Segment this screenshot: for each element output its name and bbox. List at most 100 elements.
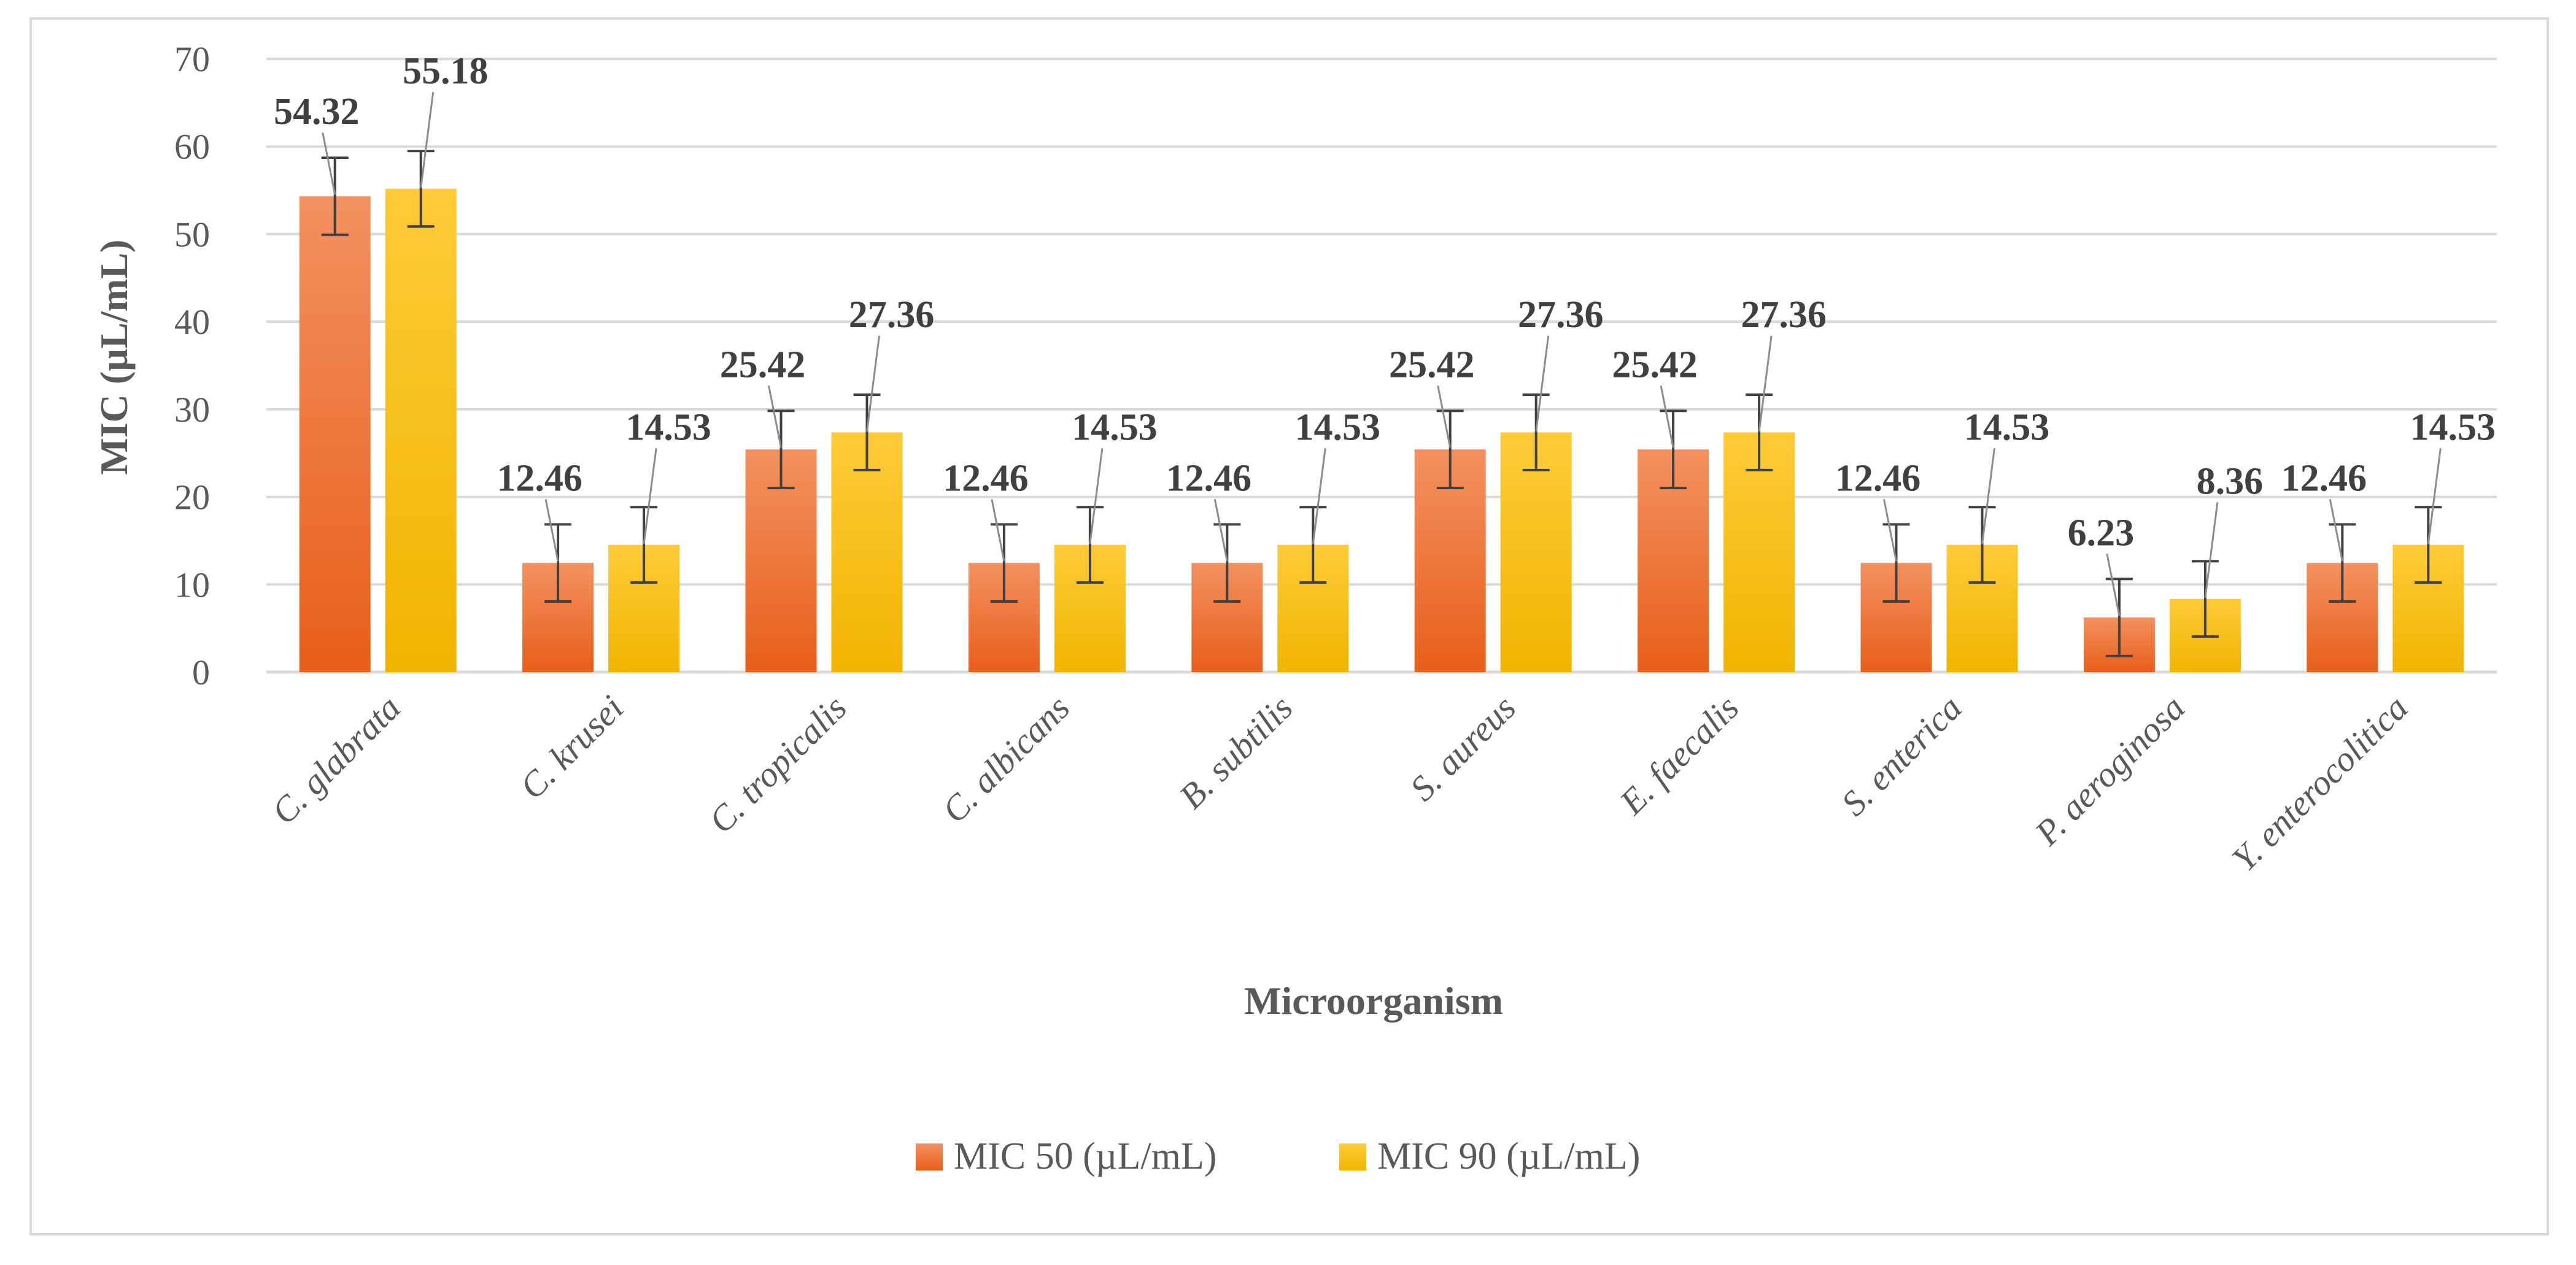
error-bar xyxy=(1522,393,1550,471)
leader-line xyxy=(2329,499,2343,562)
data-label: 14.53 xyxy=(1072,406,1158,448)
bars xyxy=(299,188,2464,672)
data-label: 27.36 xyxy=(1518,294,1604,336)
error-bars xyxy=(321,150,2442,657)
y-tick-label: 40 xyxy=(174,302,210,342)
error-bar xyxy=(2329,523,2356,603)
leader-line xyxy=(1981,448,1995,544)
x-tick-label: S. aureus xyxy=(1402,687,1523,808)
error-bar xyxy=(2415,506,2442,584)
leader-line xyxy=(1883,499,1897,562)
error-bar xyxy=(1076,506,1104,584)
error-bar xyxy=(1213,523,1241,603)
y-axis-ticks: 0 10 20 30 40 50 60 70 xyxy=(174,39,210,692)
leader-line xyxy=(866,335,880,432)
data-label: 14.53 xyxy=(1295,406,1381,448)
x-tick-label: C. glabrata xyxy=(264,687,408,832)
data-label: 12.46 xyxy=(497,457,582,499)
data-label: 27.36 xyxy=(1741,294,1827,336)
y-tick-label: 20 xyxy=(174,478,210,517)
leader-line xyxy=(643,448,657,544)
x-tick-label: C. krusei xyxy=(512,687,631,807)
y-tick-label: 60 xyxy=(174,127,210,167)
leader-line xyxy=(991,499,1005,562)
y-tick-label: 0 xyxy=(192,652,210,692)
x-tick-label: S. enterica xyxy=(1833,687,1969,823)
error-bar xyxy=(321,156,349,236)
leader-line xyxy=(1312,448,1326,544)
error-bar xyxy=(407,150,435,228)
leader-line xyxy=(420,91,435,188)
y-tick-label: 50 xyxy=(174,214,210,254)
error-bar xyxy=(1882,523,1910,603)
x-tick-label: C. albicans xyxy=(934,687,1077,830)
legend: MIC 50 (µL/mL) MIC 90 (µL/mL) xyxy=(916,1135,1640,1177)
leader-line xyxy=(1660,385,1674,448)
bar-mic90 xyxy=(1723,432,1795,672)
legend-item: MIC 50 (µL/mL) xyxy=(916,1135,1216,1177)
error-bar xyxy=(1968,506,1996,584)
data-label: 27.36 xyxy=(849,294,935,336)
data-label: 25.42 xyxy=(1612,344,1698,385)
leader-line xyxy=(1758,335,1773,432)
leader-line xyxy=(1089,448,1104,544)
error-bar xyxy=(2191,560,2219,638)
bar-mic90 xyxy=(385,188,457,672)
x-tick-label: B. subtilis xyxy=(1171,687,1300,816)
data-label: 14.53 xyxy=(2410,406,2496,448)
chart-frame: 0 10 20 30 40 50 60 70 54.32 55.18 12.46 14.53 25.4… xyxy=(29,17,2549,1236)
leader-line xyxy=(1437,385,1452,448)
data-label: 12.46 xyxy=(1166,457,1252,499)
y-tick-label: 70 xyxy=(174,39,210,79)
x-tick-label: E. faecalis xyxy=(1611,687,1746,822)
error-bar xyxy=(1436,409,1464,490)
data-label: 54.32 xyxy=(274,91,360,133)
error-bar xyxy=(2105,578,2133,657)
data-label: 14.53 xyxy=(625,406,711,448)
x-axis-title: Microorganism xyxy=(1244,979,1503,1023)
data-label: 12.46 xyxy=(2281,457,2367,499)
bar-mic50 xyxy=(299,196,371,672)
legend-label: MIC 90 (µL/mL) xyxy=(1377,1135,1640,1177)
data-label: 25.42 xyxy=(1389,344,1475,385)
legend-item: MIC 90 (µL/mL) xyxy=(1339,1135,1640,1177)
legend-label: MIC 50 (µL/mL) xyxy=(954,1135,1216,1177)
leader-line xyxy=(2427,448,2442,544)
x-tick-label: Y. enterocolitica xyxy=(2224,687,2416,879)
bar-mic90 xyxy=(831,432,903,672)
legend-swatch xyxy=(1339,1143,1366,1170)
y-tick-label: 30 xyxy=(174,390,210,430)
data-label: 12.46 xyxy=(943,457,1029,499)
leader-line xyxy=(2106,554,2121,616)
y-axis-title: MIC (µL/mL) xyxy=(92,239,136,475)
leader-line xyxy=(1213,499,1228,562)
data-labels: 54.3255.1812.4614.5325.4227.3612.4614.53… xyxy=(274,50,2496,616)
leader-line xyxy=(322,132,336,195)
leader-line xyxy=(544,499,559,562)
data-label: 6.23 xyxy=(2068,512,2135,554)
bar-mic90 xyxy=(1500,432,1572,672)
error-bar xyxy=(630,506,658,584)
data-label: 8.36 xyxy=(2197,460,2264,502)
data-label: 55.18 xyxy=(403,50,489,92)
error-bar xyxy=(1746,393,1773,471)
x-tick-label: C. tropicalis xyxy=(701,687,854,841)
y-tick-label: 10 xyxy=(174,565,210,605)
error-bar xyxy=(1660,409,1687,490)
legend-swatch xyxy=(916,1143,943,1170)
x-tick-label: P. aeroginosa xyxy=(2027,687,2192,853)
leader-line xyxy=(768,385,782,448)
error-bar xyxy=(767,409,795,490)
data-label: 14.53 xyxy=(1964,406,2050,448)
leader-line xyxy=(1535,335,1550,432)
data-label: 12.46 xyxy=(1835,457,1921,499)
gridlines xyxy=(266,58,2497,674)
error-bar xyxy=(990,523,1018,603)
error-bar xyxy=(1299,506,1327,584)
error-bar xyxy=(853,393,881,471)
data-label: 25.42 xyxy=(720,344,806,385)
leader-line xyxy=(2204,502,2219,598)
x-axis-categories: C. glabrata C. krusei C. tropicalis C. albi… xyxy=(264,687,2416,879)
error-bar xyxy=(544,523,572,603)
